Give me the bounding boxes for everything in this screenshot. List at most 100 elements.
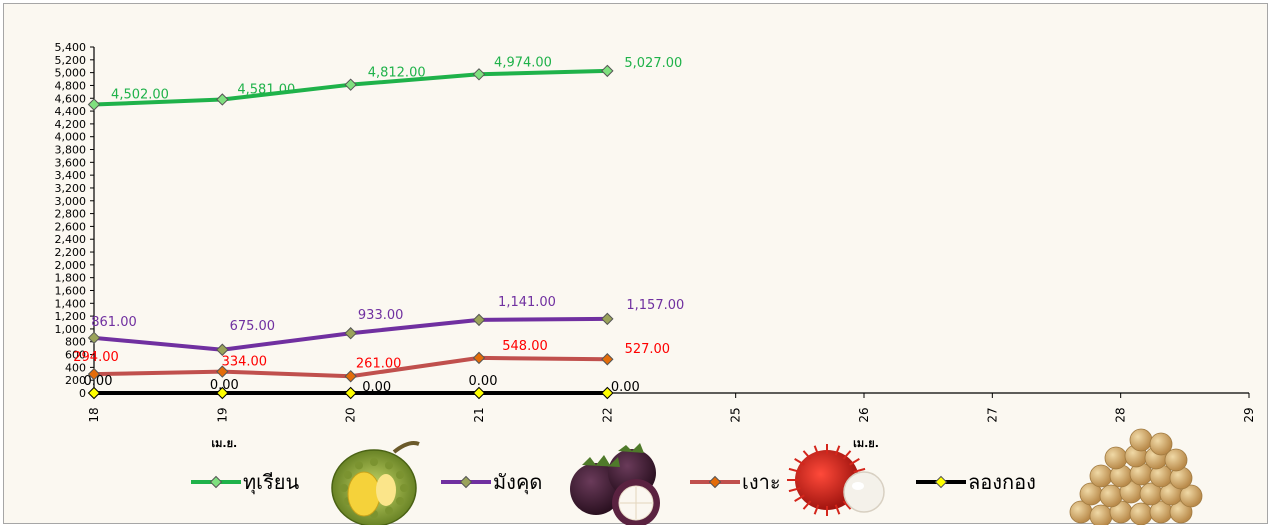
data-label: 4,581.00 bbox=[237, 82, 295, 97]
y-tick-label: 0 bbox=[79, 387, 86, 400]
series-point bbox=[472, 386, 486, 400]
longkong-fruit bbox=[1179, 484, 1203, 508]
series-point bbox=[344, 386, 357, 400]
legend-item: มังคุด bbox=[441, 470, 542, 495]
rambutan-hair bbox=[802, 500, 812, 510]
y-tick-label: 5,200 bbox=[55, 54, 87, 67]
durian-spike bbox=[385, 506, 393, 515]
data-label: 4,974.00 bbox=[494, 55, 552, 70]
rambutan-hair bbox=[802, 450, 812, 460]
rambutan-hair bbox=[813, 445, 820, 456]
legend-marker bbox=[209, 475, 223, 489]
fruit-pictures bbox=[331, 428, 1203, 525]
durian-spike bbox=[395, 471, 404, 479]
x-month-label: เม.ย. bbox=[211, 437, 237, 450]
series-point bbox=[216, 365, 229, 378]
series-point bbox=[87, 331, 101, 345]
data-label: 0.00 bbox=[611, 380, 640, 395]
y-tick-label: 1,400 bbox=[55, 297, 87, 310]
durian-spike bbox=[395, 497, 404, 505]
longkong-image bbox=[1069, 428, 1203, 525]
rambutan-hair bbox=[788, 467, 801, 473]
durian-spike bbox=[344, 471, 353, 479]
legend-label: มังคุด bbox=[493, 470, 542, 495]
y-tick-label: 4,000 bbox=[55, 131, 87, 144]
rambutan-hair bbox=[842, 500, 852, 510]
longkong-fruit bbox=[1089, 504, 1113, 525]
durian-flesh bbox=[347, 471, 381, 517]
y-tick-label: 4,200 bbox=[55, 118, 87, 131]
x-tick-label: 19 bbox=[215, 407, 229, 422]
chart-frame: 0 200 400 600 800 1,000 1,200 1,400 1,600 1,800 2,… bbox=[3, 3, 1268, 525]
rambutan-shell bbox=[795, 450, 859, 510]
durian-image bbox=[331, 441, 420, 525]
x-tick-label: 29 bbox=[1242, 407, 1256, 422]
y-tick-label: 1,200 bbox=[55, 310, 87, 323]
durian-spike bbox=[400, 484, 408, 492]
rambutan-hair bbox=[834, 445, 841, 456]
rambutan-hair bbox=[853, 467, 866, 473]
series-point bbox=[472, 313, 486, 327]
data-label: 861.00 bbox=[91, 315, 137, 330]
data-label: 261.00 bbox=[356, 356, 402, 371]
rambutan-hair bbox=[849, 457, 860, 466]
series-layer bbox=[87, 64, 614, 400]
y-tick-label: 2,600 bbox=[55, 220, 87, 233]
series-point bbox=[216, 386, 229, 400]
mangosteen-calyx bbox=[618, 443, 644, 453]
longkong-fruit bbox=[1149, 432, 1173, 456]
series-point bbox=[344, 327, 357, 340]
y-tick-label: 2,800 bbox=[55, 208, 87, 221]
mangosteen-image bbox=[570, 443, 660, 525]
data-label: 1,157.00 bbox=[626, 298, 684, 313]
y-tick-label: 3,800 bbox=[55, 144, 87, 157]
data-label: 548.00 bbox=[502, 339, 548, 354]
series-point bbox=[472, 351, 486, 365]
longkong-fruit bbox=[1164, 448, 1188, 472]
rambutan-flesh bbox=[843, 471, 885, 513]
x-tick-label: 21 bbox=[472, 407, 486, 422]
series-point bbox=[344, 370, 357, 383]
rambutan-hair bbox=[842, 450, 852, 460]
durian-flesh bbox=[376, 474, 396, 506]
longkong-fruit bbox=[1104, 446, 1128, 470]
y-tick-label: 3,000 bbox=[55, 195, 87, 208]
legend-marker bbox=[459, 475, 473, 489]
y-tick-label: 2,200 bbox=[55, 246, 87, 259]
y-tick-label: 800 bbox=[65, 336, 86, 349]
series-point bbox=[87, 386, 101, 400]
legend-label: ทุเรียน bbox=[243, 470, 299, 495]
y-tick-label: 4,600 bbox=[55, 92, 87, 105]
mangosteen-calyx bbox=[582, 455, 620, 467]
rambutan-image bbox=[787, 444, 885, 516]
x-month-label: เม.ย. bbox=[853, 437, 879, 450]
legend-item: เงาะ bbox=[690, 470, 781, 494]
durian-spike bbox=[355, 461, 363, 470]
y-tick-label: 1,000 bbox=[55, 323, 87, 336]
series-point bbox=[601, 64, 614, 78]
y-tick-label: 1,600 bbox=[55, 284, 87, 297]
longkong-fruit bbox=[1099, 484, 1123, 508]
durian-stem bbox=[392, 441, 420, 454]
durian-spike bbox=[340, 484, 348, 492]
y-tick-label: 2,000 bbox=[55, 259, 87, 272]
rambutan-hair bbox=[794, 494, 805, 503]
x-tick-label: 26 bbox=[857, 407, 871, 422]
x-tick-label: 18 bbox=[87, 407, 101, 422]
legend-item: ทุเรียน bbox=[191, 470, 299, 495]
y-tick-label: 4,800 bbox=[55, 79, 87, 92]
series-point bbox=[472, 68, 486, 81]
series-point bbox=[344, 78, 357, 91]
y-tick-label: 2,400 bbox=[55, 233, 87, 246]
durian-spike bbox=[385, 461, 393, 470]
data-label: 675.00 bbox=[230, 319, 276, 334]
y-tick-label: 600 bbox=[65, 349, 86, 362]
series-point bbox=[601, 312, 614, 326]
y-tick-label: 200 bbox=[65, 374, 86, 387]
y-tick-label: 5,000 bbox=[55, 67, 87, 80]
data-label: 527.00 bbox=[625, 342, 671, 357]
longkong-fruit bbox=[1129, 502, 1153, 525]
series-point bbox=[601, 386, 614, 400]
x-tick-label: 28 bbox=[1114, 407, 1128, 422]
rambutan-hair bbox=[834, 504, 841, 515]
